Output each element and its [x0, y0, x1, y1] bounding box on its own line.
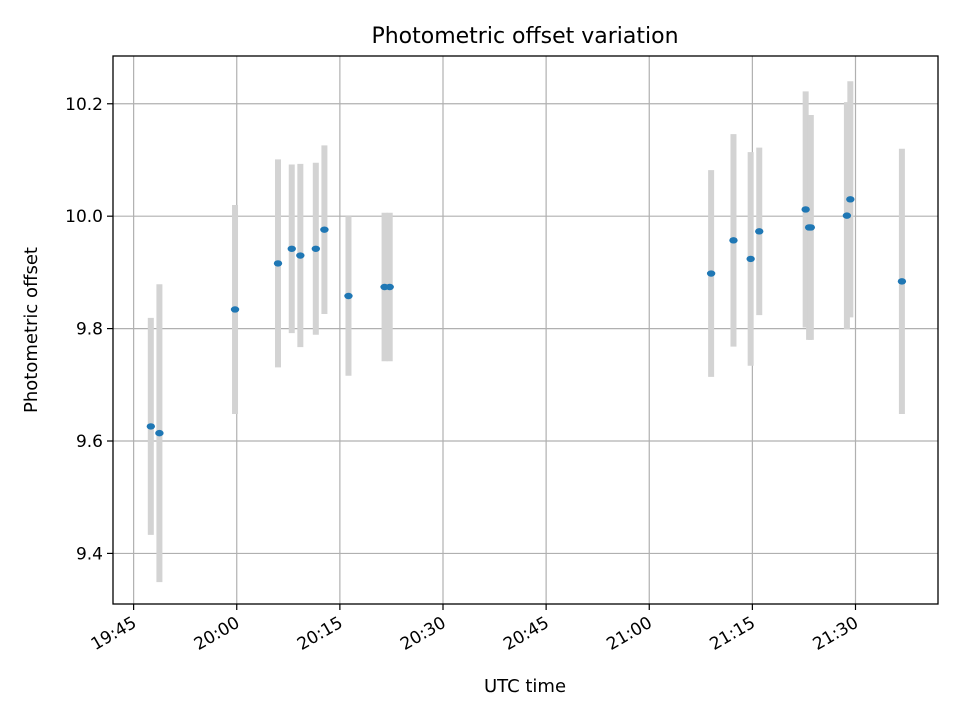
- x-axis-label: UTC time: [484, 676, 566, 697]
- tick-layer: 19:45 20:00 20:15 20:30 20:45 21:00 21:15 21:30…: [65, 95, 862, 655]
- grid-layer: [113, 56, 938, 604]
- data-point: [344, 292, 353, 300]
- data-point: [846, 196, 855, 203]
- y-tick-label: 10.0: [65, 207, 103, 227]
- y-tick-label: 9.8: [76, 320, 103, 340]
- x-tick-label: 20:00: [191, 613, 243, 655]
- x-tick-label: 21:30: [810, 613, 862, 655]
- points-layer: [146, 196, 907, 437]
- y-axis-label: Photometric offset: [21, 247, 42, 413]
- data-point: [146, 423, 156, 430]
- x-tick-label: 19:45: [88, 613, 140, 655]
- y-tick-label: 10.2: [65, 95, 103, 115]
- data-point: [897, 278, 907, 285]
- data-point: [806, 224, 816, 231]
- x-tick-label: 20:45: [500, 613, 552, 655]
- x-tick-label: 21:00: [603, 613, 655, 655]
- data-point: [287, 245, 296, 252]
- data-point: [296, 252, 305, 259]
- data-point: [842, 212, 852, 219]
- errorbar-layer: [147, 81, 905, 583]
- data-point: [385, 283, 394, 291]
- x-tick-label: 21:15: [706, 613, 758, 655]
- data-point: [755, 228, 764, 235]
- data-point: [801, 206, 810, 213]
- data-point: [746, 255, 755, 263]
- chart-title: Photometric offset variation: [371, 24, 678, 49]
- plot-frame: [112, 55, 939, 605]
- y-tick-label: 9.4: [76, 544, 103, 564]
- data-point: [311, 245, 321, 252]
- y-tick-label: 9.6: [76, 432, 103, 452]
- data-point: [320, 226, 329, 233]
- x-tick-label: 20:30: [397, 613, 449, 655]
- data-point: [729, 237, 738, 244]
- data-point: [230, 306, 240, 313]
- x-tick-label: 20:15: [294, 613, 346, 655]
- data-point: [155, 429, 164, 437]
- data-point: [273, 260, 283, 267]
- data-point: [706, 270, 716, 277]
